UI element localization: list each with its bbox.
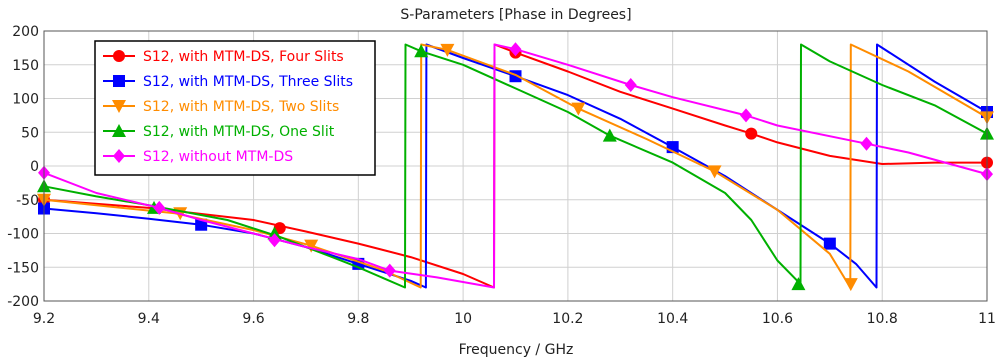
x-tick-label: 9.6 <box>242 311 264 327</box>
x-axis-label: Frequency / GHz <box>459 342 574 358</box>
legend-label: S12, with MTM-DS, Four Slits <box>143 49 344 65</box>
data-point <box>304 239 319 253</box>
x-tick-label: 9.4 <box>138 311 160 327</box>
series-5 <box>38 42 993 289</box>
y-tick-label: 50 <box>21 125 39 141</box>
legend-item: S12, with MTM-DS, Three Slits <box>103 74 353 90</box>
x-tick-label: 11 <box>978 311 996 327</box>
legend-swatch-marker <box>113 149 125 163</box>
legend-swatch-marker <box>112 124 126 137</box>
x-tick-label: 10.2 <box>552 311 583 327</box>
legend-label: S12, with MTM-DS, One Slit <box>143 124 335 140</box>
legend-item: S12, with MTM-DS, Four Slits <box>103 49 344 65</box>
data-point <box>602 128 617 142</box>
x-tick-label: 9.2 <box>33 311 55 327</box>
data-point <box>153 200 166 215</box>
legend: S12, with MTM-DS, Four Slits S12, with MT… <box>94 40 376 176</box>
data-point <box>509 42 522 57</box>
x-tick-labels: 9.2 9.4 9.6 9.8 10 10.2 10.4 10.6 10.8 11 <box>33 311 996 327</box>
data-point <box>383 263 396 278</box>
y-tick-label: 200 <box>12 24 39 40</box>
data-point <box>745 127 758 140</box>
y-tick-label: 150 <box>12 58 39 74</box>
x-tick-label: 10.8 <box>867 311 898 327</box>
x-tick-label: 10.4 <box>657 311 688 327</box>
data-point <box>740 108 753 123</box>
legend-label: S12, without MTM-DS <box>143 149 293 165</box>
y-tick-label: -50 <box>16 193 39 209</box>
data-point <box>843 278 858 292</box>
data-point <box>571 102 586 116</box>
data-point <box>440 43 455 57</box>
series-line <box>43 43 988 289</box>
series-line <box>43 43 987 289</box>
data-point <box>268 233 281 248</box>
x-tick-label: 9.8 <box>347 311 369 327</box>
legend-item: S12, without MTM-DS <box>103 149 293 165</box>
x-tick-label: 10 <box>454 311 472 327</box>
x-tick-label: 10.6 <box>762 311 793 327</box>
data-point <box>267 226 282 240</box>
chart-title: S-Parameters [Phase in Degrees] <box>400 7 631 23</box>
legend-box <box>94 40 376 176</box>
y-tick-label: 0 <box>30 159 39 175</box>
data-point <box>791 277 806 291</box>
data-point <box>624 78 637 92</box>
legend-swatch-marker <box>113 50 125 62</box>
y-tick-label: -200 <box>7 294 39 310</box>
y-tick-label: -150 <box>7 260 39 276</box>
legend-label: S12, with MTM-DS, Two Slits <box>143 99 339 115</box>
y-tick-label: -100 <box>7 227 39 243</box>
legend-item: S12, with MTM-DS, Two Slits <box>103 99 339 115</box>
data-point <box>823 237 836 250</box>
data-point <box>707 165 722 179</box>
y-tick-labels: 200 150 100 50 0 -50 -100 -150 -200 <box>7 24 39 310</box>
data-point <box>414 44 429 58</box>
legend-swatch-marker <box>112 100 126 113</box>
legend-item: S12, with MTM-DS, One Slit <box>103 124 335 140</box>
plot-frame <box>43 30 988 302</box>
legend-swatch-marker <box>113 75 125 87</box>
data-point <box>860 136 873 151</box>
y-tick-label: 100 <box>12 92 39 108</box>
legend-label: S12, with MTM-DS, Three Slits <box>143 74 353 90</box>
